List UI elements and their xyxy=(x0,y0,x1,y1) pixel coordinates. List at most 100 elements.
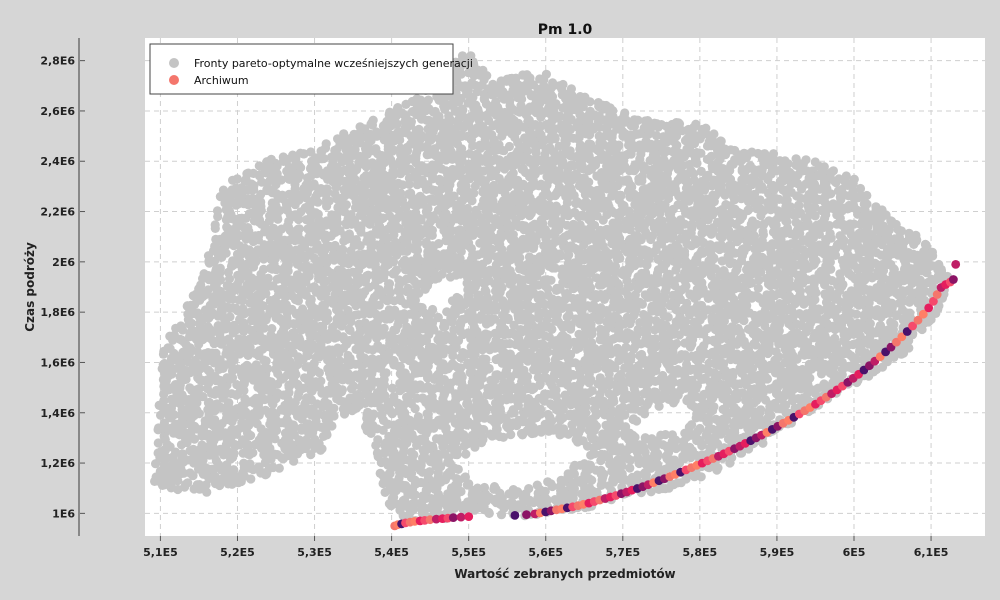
previous-front-point xyxy=(215,263,225,273)
previous-front-point xyxy=(413,412,423,422)
previous-front-point xyxy=(567,281,577,291)
previous-front-point xyxy=(255,308,265,318)
previous-front-point xyxy=(282,389,292,400)
previous-front-point xyxy=(550,134,560,144)
previous-front-point xyxy=(381,368,391,378)
previous-front-point xyxy=(202,487,212,497)
previous-front-point xyxy=(394,168,404,178)
previous-front-point xyxy=(545,412,555,422)
previous-front-point xyxy=(185,468,195,478)
previous-front-point xyxy=(457,144,467,154)
previous-front-point xyxy=(400,436,410,446)
previous-front-point xyxy=(192,346,202,356)
previous-front-point xyxy=(237,296,248,306)
previous-front-point xyxy=(354,240,364,250)
previous-front-point xyxy=(400,408,410,418)
previous-front-point xyxy=(216,334,226,344)
previous-front-point xyxy=(371,263,381,273)
previous-front-point xyxy=(200,419,211,429)
previous-front-point xyxy=(395,293,405,303)
previous-front-point xyxy=(321,276,331,286)
previous-front-point xyxy=(271,244,281,255)
previous-front-point xyxy=(242,340,253,350)
previous-front-point xyxy=(350,145,360,155)
previous-front-point xyxy=(265,443,275,453)
previous-front-point xyxy=(343,278,353,288)
previous-front-point xyxy=(270,434,280,444)
previous-front-point xyxy=(479,482,490,493)
previous-front-point xyxy=(271,201,281,211)
previous-front-point xyxy=(500,311,510,321)
previous-front-point xyxy=(316,376,326,386)
previous-front-point xyxy=(494,140,504,150)
previous-front-point xyxy=(570,207,580,218)
previous-front-point xyxy=(243,223,253,233)
previous-front-point xyxy=(272,264,282,274)
previous-front-point xyxy=(392,119,402,129)
previous-front-point xyxy=(479,425,489,435)
previous-front-point xyxy=(433,502,443,512)
previous-front-point xyxy=(283,243,293,253)
previous-front-point xyxy=(433,312,443,322)
previous-front-point xyxy=(276,175,286,185)
previous-front-point xyxy=(585,97,595,107)
previous-front-point xyxy=(410,170,420,180)
previous-front-point xyxy=(186,300,196,310)
previous-front-point xyxy=(246,474,256,484)
previous-front-point xyxy=(243,281,253,291)
previous-front-point xyxy=(244,245,254,255)
previous-front-point xyxy=(524,484,534,494)
previous-front-point xyxy=(316,340,326,350)
previous-front-point xyxy=(508,230,518,240)
previous-front-point xyxy=(215,375,225,385)
previous-front-point xyxy=(300,239,310,249)
previous-front-point xyxy=(321,288,331,298)
previous-front-point xyxy=(215,480,225,491)
previous-front-point xyxy=(215,286,226,296)
previous-front-point xyxy=(259,355,269,365)
previous-front-point xyxy=(226,196,236,206)
previous-front-point xyxy=(505,266,515,276)
previous-front-point xyxy=(259,363,270,373)
previous-front-point xyxy=(311,208,321,218)
previous-front-point xyxy=(287,304,297,314)
previous-front-point xyxy=(221,440,231,450)
previous-front-point xyxy=(198,392,208,402)
previous-front-point xyxy=(237,401,247,411)
previous-front-point xyxy=(567,186,577,197)
previous-front-point xyxy=(237,190,247,200)
previous-front-point xyxy=(320,143,331,153)
previous-front-point xyxy=(406,188,416,198)
previous-front-point xyxy=(422,150,432,160)
previous-front-point xyxy=(557,159,567,170)
previous-front-point xyxy=(236,476,246,487)
previous-front-point xyxy=(153,438,163,448)
previous-front-point xyxy=(334,151,344,162)
previous-front-point xyxy=(203,285,213,295)
previous-front-point xyxy=(472,209,482,219)
previous-front-point xyxy=(214,460,224,470)
previous-front-point xyxy=(528,175,538,185)
previous-front-point xyxy=(388,444,398,454)
previous-front-point xyxy=(165,442,175,452)
previous-front-point xyxy=(405,415,415,425)
previous-front-point xyxy=(253,462,263,473)
previous-front-point xyxy=(229,320,239,330)
previous-front-point xyxy=(322,430,332,440)
previous-front-point xyxy=(517,94,527,104)
previous-front-point xyxy=(228,351,238,361)
previous-front-point xyxy=(584,177,594,187)
previous-front-point xyxy=(338,245,348,255)
previous-front-point xyxy=(239,322,249,332)
previous-front-point xyxy=(373,435,383,445)
previous-front-point xyxy=(427,171,437,181)
previous-front-point xyxy=(169,410,179,420)
previous-front-point xyxy=(595,373,605,383)
previous-front-point xyxy=(212,399,222,409)
previous-front-point xyxy=(253,316,264,326)
previous-front-point xyxy=(495,488,505,498)
previous-front-point xyxy=(193,308,203,318)
previous-front-point xyxy=(332,329,342,339)
previous-front-point xyxy=(452,474,462,484)
previous-front-point xyxy=(453,464,463,474)
